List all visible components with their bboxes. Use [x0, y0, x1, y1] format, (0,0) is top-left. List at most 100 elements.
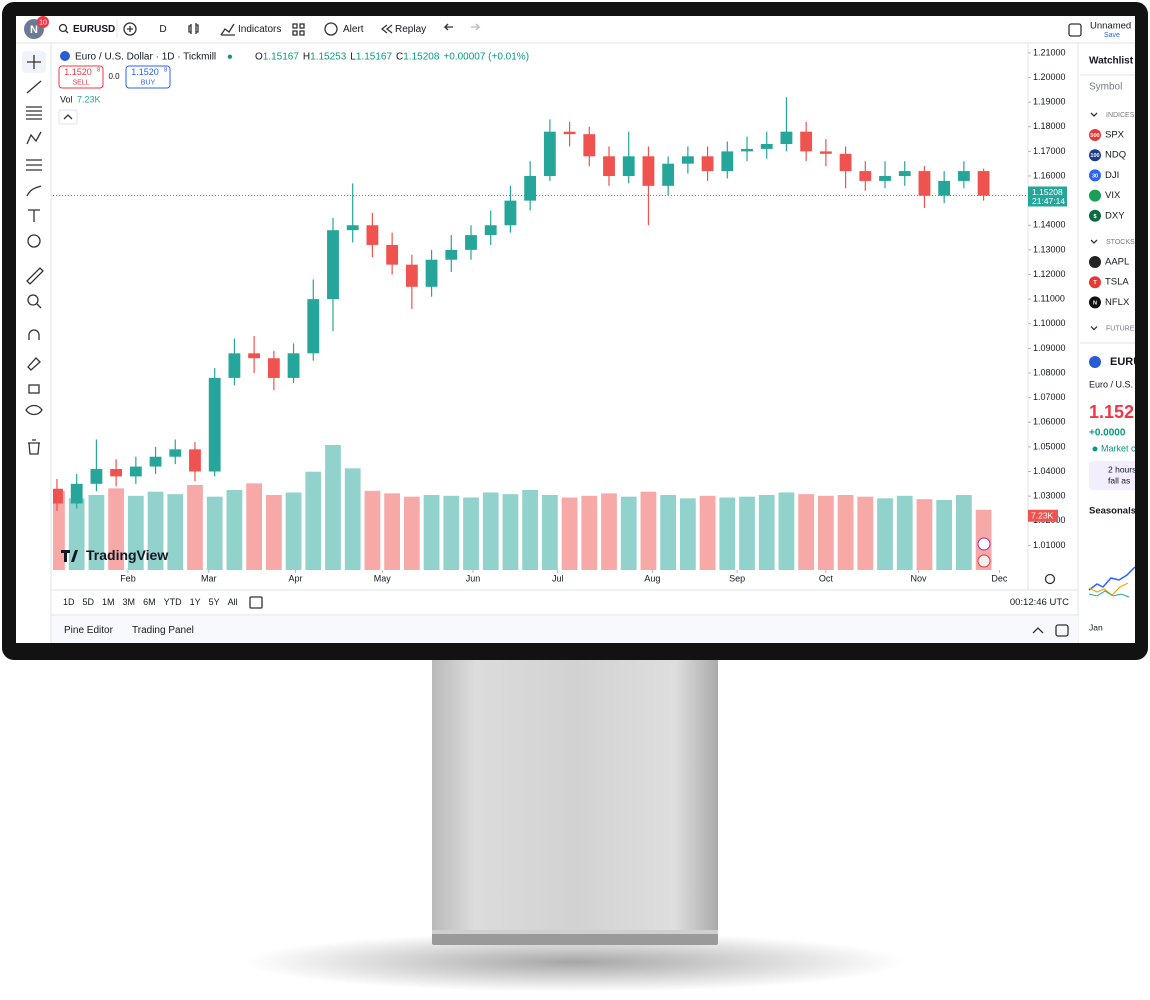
symbol-name[interactable]: NDQ [1105, 150, 1126, 161]
templates-button[interactable] [292, 23, 298, 29]
undo-button[interactable] [443, 23, 453, 31]
candle-body [484, 225, 497, 236]
x-tick-label: Apr [289, 573, 303, 583]
ohlc-label: L [350, 51, 356, 62]
symbol-name[interactable]: DJI [1105, 170, 1119, 181]
maximize-panel-button[interactable] [1055, 624, 1069, 637]
symbol[interactable]: EURUSD [73, 24, 115, 35]
layout-name[interactable]: Unnamed [1090, 21, 1131, 32]
emoji-tool[interactable] [27, 234, 41, 248]
lock-tool[interactable] [28, 384, 40, 394]
expand-panel-button[interactable] [1032, 627, 1044, 634]
watchlist-title[interactable]: Watchlist [1089, 56, 1134, 67]
zoom-tool[interactable] [27, 294, 39, 306]
volume-bar [127, 495, 144, 570]
save-button[interactable]: Save [1104, 32, 1120, 39]
range-bar: 1D 5D 1M 3M 6M YTD 1Y 5Y All [63, 597, 238, 607]
sell-price: 1.1520 [64, 67, 92, 77]
tab[interactable]: Trading Panel [132, 625, 194, 636]
symbol-icon-text: 500 [1090, 133, 1099, 139]
delete-tool[interactable] [28, 439, 40, 455]
volume-bar [955, 495, 972, 570]
indicators-button[interactable]: Indicators [238, 24, 281, 35]
brush-tool[interactable] [26, 185, 42, 197]
x-tick-label: Sep [729, 573, 745, 583]
candle-body [839, 153, 852, 172]
collapse-legend[interactable] [58, 109, 78, 125]
symbol-name[interactable]: DXY [1105, 210, 1125, 221]
forecast-tool[interactable] [26, 159, 42, 171]
interval[interactable]: D [159, 24, 166, 35]
event-icon[interactable] [977, 554, 991, 568]
settings-button[interactable] [1044, 573, 1056, 585]
candle-body [800, 131, 813, 152]
alert-button[interactable]: Alert [343, 24, 364, 35]
stay-drawing-tool[interactable] [27, 357, 41, 371]
symbol-name[interactable]: SPX [1105, 130, 1125, 141]
section-title[interactable]: STOCKS [1106, 239, 1135, 246]
fib-tool[interactable] [26, 106, 42, 120]
section-title[interactable]: INDICES [1106, 112, 1135, 119]
pattern-tool[interactable] [26, 131, 42, 145]
volume-bar [285, 492, 302, 570]
symbol-name[interactable]: TSLA [1105, 277, 1129, 288]
redo-button[interactable] [471, 23, 481, 31]
compare-button[interactable] [123, 22, 137, 36]
replay-button[interactable]: Replay [395, 24, 426, 35]
logo: TradingView [86, 547, 168, 563]
range-button[interactable]: All [228, 597, 238, 607]
range-button[interactable]: 1D [63, 597, 75, 607]
hide-tool[interactable] [25, 404, 43, 416]
event-icon[interactable] [977, 537, 991, 551]
candle-body [307, 299, 320, 354]
symbol-icon-text: 30 [1092, 173, 1098, 179]
x-tick-label: Dec [991, 573, 1008, 583]
crosshair-tool[interactable] [27, 55, 41, 69]
goto-date-button[interactable] [249, 596, 263, 609]
range-button[interactable]: 5Y [209, 597, 220, 607]
range-button[interactable]: 5D [83, 597, 95, 607]
stand-base-top [432, 930, 718, 934]
text-tool[interactable] [28, 209, 40, 222]
symbol-name[interactable]: NFLX [1105, 297, 1130, 308]
ruler-tool[interactable] [26, 267, 44, 285]
buy-button[interactable] [125, 65, 171, 89]
section-title[interactable]: FUTURES [1106, 325, 1139, 332]
volume-bar [423, 495, 440, 570]
tab[interactable]: Pine Editor [64, 625, 114, 636]
range-button[interactable]: 1M [102, 597, 115, 607]
replay-icon [380, 24, 393, 34]
volume-bar [758, 495, 775, 570]
chart-type-button[interactable] [188, 23, 199, 34]
magnet-tool[interactable] [28, 329, 40, 340]
search-icon[interactable] [58, 23, 68, 33]
y-tick-label: 1.20000 [1033, 72, 1066, 82]
range-button[interactable]: YTD [164, 597, 183, 607]
range-button[interactable]: 3M [123, 597, 136, 607]
ohlc-label: H [303, 51, 310, 62]
volume-legend: Vol [60, 94, 73, 104]
y-tick-label: 1.06000 [1033, 417, 1066, 427]
candle-body [366, 225, 379, 245]
alert-icon [324, 22, 338, 36]
symbol-name[interactable]: VIX [1105, 190, 1121, 201]
app: N 10 EURUSD D Indicators Alert Replay Un… [16, 16, 1139, 643]
seasonals-title: Seasonals [1089, 506, 1136, 517]
candle-body [70, 483, 83, 504]
notification-count: 10 [39, 19, 47, 26]
volume-bar [640, 491, 657, 570]
sell-button[interactable] [58, 65, 104, 89]
range-button[interactable]: 6M [143, 597, 156, 607]
bottom-panel [52, 616, 1078, 643]
collapse-icon [63, 114, 73, 120]
trend-line-tool[interactable] [26, 80, 42, 94]
volume-bar [384, 493, 401, 570]
layout-checkbox[interactable] [1068, 23, 1082, 37]
section-caret [1090, 239, 1098, 244]
symbol-name[interactable]: AAPL [1105, 257, 1129, 268]
candle-body [53, 488, 63, 504]
range-button[interactable]: 1Y [190, 597, 201, 607]
volume-bar [502, 494, 519, 570]
volume-bar [265, 495, 282, 570]
candle-body [780, 131, 793, 144]
